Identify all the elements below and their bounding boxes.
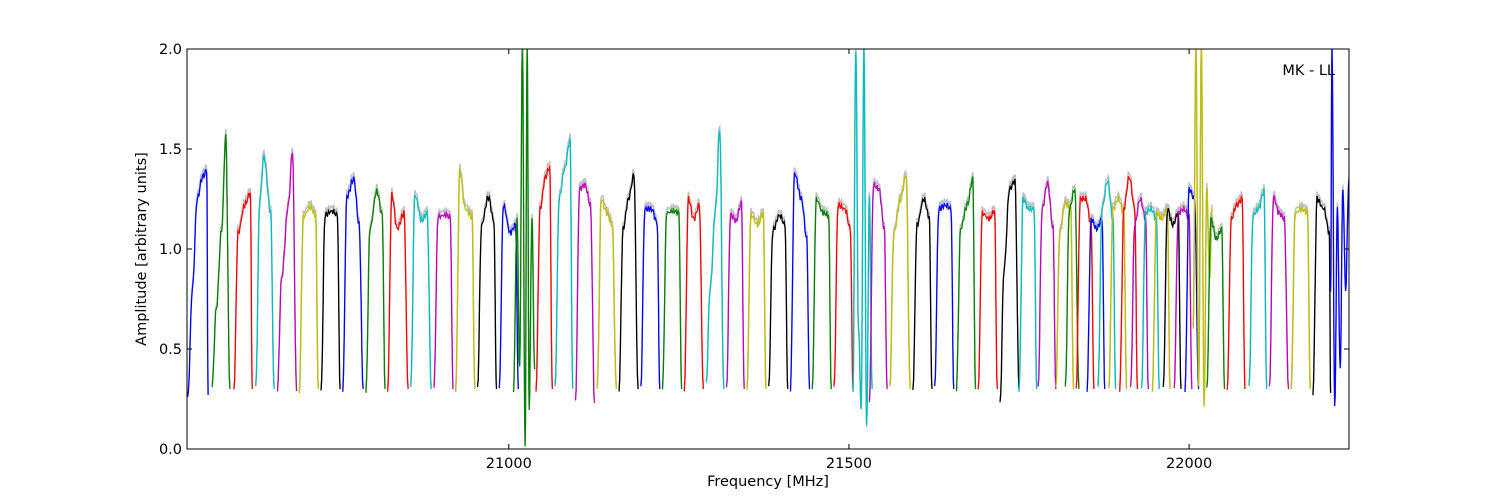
channel-trace-14 — [498, 202, 519, 390]
channel-trace-49 — [1140, 205, 1160, 390]
channel-trace-26 — [746, 212, 767, 390]
channel-trace-33 — [889, 174, 911, 390]
channel-trace-18 — [574, 182, 596, 404]
channel-trace-43 — [1075, 195, 1095, 390]
channel-trace-45 — [1097, 178, 1117, 390]
channel-trace-41 — [1055, 200, 1075, 390]
channel-trace-8 — [365, 188, 386, 393]
channel-trace-51 — [1162, 208, 1182, 390]
channel-trace-25 — [725, 200, 745, 390]
channel-trace-12 — [455, 168, 476, 393]
series-layer — [187, 49, 1349, 447]
channel-trace-0 — [187, 169, 209, 397]
channel-trace-57 — [1248, 188, 1268, 390]
channel-trace-42 — [1064, 187, 1080, 390]
channel-trace-23 — [683, 195, 705, 392]
channel-trace-17 — [554, 138, 574, 390]
baseline-annotation: MK - LL — [1282, 63, 1335, 79]
y-tick-label-2: 1.0 — [159, 242, 182, 258]
channel-trace-52 — [1173, 205, 1193, 390]
channel-trace-16 — [535, 165, 553, 392]
channel-trace-9 — [387, 192, 409, 392]
channel-trace-13 — [476, 194, 498, 390]
channel-trace-53 — [1184, 187, 1200, 393]
plot-frame — [186, 48, 1350, 450]
channel-trace-61 — [1329, 49, 1349, 407]
channel-trace-55 — [1206, 216, 1226, 390]
y-tick-label-3: 1.5 — [159, 142, 182, 158]
channel-trace-21 — [640, 205, 661, 390]
channel-trace-32 — [868, 182, 888, 403]
channel-trace-35 — [934, 202, 955, 390]
x-tick-label-2: 22000 — [1166, 456, 1212, 472]
channel-trace-60 — [1312, 195, 1332, 396]
x-tick-label-1: 21500 — [826, 456, 872, 472]
y-axis-label: Amplitude [arbitrary units] — [134, 152, 150, 346]
channel-trace-6 — [320, 208, 341, 391]
channel-trace-19 — [596, 199, 617, 390]
channel-trace-28 — [789, 172, 811, 392]
channel-trace-31 — [852, 49, 873, 427]
channel-trace-7 — [342, 176, 364, 392]
channel-trace-15 — [512, 49, 536, 447]
channel-trace-56 — [1226, 194, 1246, 390]
channel-trace-27 — [768, 214, 789, 390]
x-axis-label: Frequency [MHz] — [707, 474, 829, 490]
channel-trace-3 — [255, 153, 275, 390]
channel-trace-50 — [1151, 207, 1171, 392]
y-tick-label-1: 0.5 — [159, 342, 182, 358]
y-tick-label-0: 0.0 — [159, 442, 182, 458]
channel-trace-1 — [211, 133, 231, 390]
channel-trace-38 — [999, 178, 1020, 403]
channel-trace-24 — [705, 129, 725, 390]
channel-trace-22 — [661, 207, 683, 390]
channel-trace-37 — [977, 209, 998, 390]
channel-trace-48 — [1129, 197, 1149, 390]
channel-trace-36 — [955, 176, 977, 392]
channel-trace-47 — [1119, 175, 1139, 392]
channel-trace-59 — [1290, 206, 1311, 390]
channel-trace-39 — [1018, 196, 1038, 393]
ticks-layer: 21000 21500 22000 0.0 0.5 1.0 1.5 2.0 — [159, 42, 1349, 472]
channel-trace-2 — [233, 192, 253, 390]
y-tick-label-4: 2.0 — [159, 42, 182, 58]
channel-trace-40 — [1037, 180, 1057, 390]
channel-trace-20 — [618, 173, 639, 392]
x-tick-label-0: 21000 — [486, 456, 532, 472]
channel-trace-34 — [912, 197, 933, 390]
channel-trace-44 — [1086, 215, 1106, 392]
channel-trace-58 — [1268, 195, 1290, 390]
channel-trace-29 — [811, 196, 832, 390]
channel-trace-46 — [1108, 195, 1128, 390]
channel-trace-4 — [276, 151, 298, 392]
channel-trace-5 — [298, 204, 319, 394]
channel-trace-11 — [433, 210, 454, 390]
channel-trace-10 — [410, 194, 432, 390]
channel-trace-30 — [833, 202, 854, 390]
